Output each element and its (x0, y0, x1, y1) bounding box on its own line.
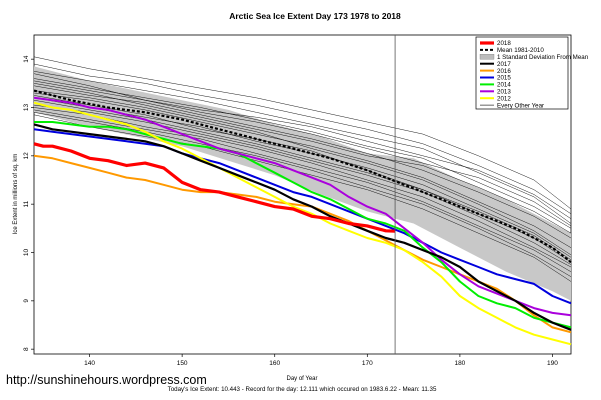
y-axis-label: Ice Extent in millions of sq. km (13, 154, 19, 235)
series-line-2013 (33, 96, 572, 317)
other-year-line (33, 95, 572, 260)
other-year-line (33, 85, 572, 239)
series-line-2018 (33, 142, 396, 233)
site-url: http://sunshinehours.wordpress.com (6, 373, 207, 387)
other-year-line (33, 63, 572, 214)
y-tick-label: 8 (23, 347, 30, 351)
series-line-mean-1981-2010 (33, 89, 572, 264)
legend-item: 2014 (480, 82, 511, 89)
legend-label: 2014 (497, 82, 511, 89)
y-tick-label: 13 (23, 104, 30, 112)
x-tick-label: 150 (177, 360, 188, 367)
y-tick-label: 11 (23, 200, 30, 207)
chart-title: Arctic Sea Ice Extent Day 173 1978 to 20… (229, 11, 401, 21)
legend-label: 2013 (497, 89, 511, 96)
legend-label: Mean 1981-2010 (497, 47, 544, 54)
x-tick-label: 160 (269, 360, 280, 367)
series-line-2014 (34, 121, 572, 329)
other-year-line (33, 80, 572, 227)
other-year-line (33, 71, 572, 224)
x-tick-label: 190 (547, 360, 558, 367)
y-tick-label: 14 (23, 55, 30, 63)
y-tick-label: 10 (23, 249, 30, 257)
other-year-line (33, 109, 572, 272)
x-tick-label: 140 (84, 360, 95, 367)
legend-label: 1 Standard Deviation From Mean (497, 54, 589, 61)
other-year-line (33, 92, 572, 248)
legend-label: 2016 (497, 68, 511, 75)
legend-item: Every Other Year (480, 102, 544, 109)
footer-summary: Today's Ice Extent: 10.443 - Record for … (168, 386, 437, 393)
other-year-line (33, 107, 572, 268)
legend-label: 2017 (497, 61, 511, 68)
legend-item: 2017 (480, 61, 511, 68)
x-tick-label: 180 (454, 360, 465, 367)
legend-label: 2015 (497, 75, 511, 82)
legend-label: 2012 (497, 95, 511, 102)
legend-item: 2012 (480, 95, 511, 102)
legend-swatch (479, 54, 495, 60)
legend-item: 2016 (480, 68, 511, 75)
y-tick-label: 12 (23, 152, 30, 160)
legend-item: Mean 1981-2010 (480, 47, 544, 54)
other-year-line (33, 73, 572, 219)
y-tick-label: 9 (23, 299, 30, 303)
legend-label: Every Other Year (497, 102, 544, 109)
std-dev-band (34, 66, 571, 301)
legend-item: 2015 (480, 75, 511, 82)
series-line-2012 (33, 101, 572, 346)
other-year-line (33, 104, 572, 265)
other-year-line (33, 90, 572, 256)
other-year-line (33, 78, 572, 229)
series-line-2017 (33, 123, 572, 331)
legend-item: 1 Standard Deviation From Mean (479, 54, 589, 61)
other-year-line (33, 56, 572, 210)
legend-label: 2018 (497, 40, 511, 47)
other-year-line (33, 83, 572, 234)
x-axis-label: Day of Year (286, 376, 317, 382)
legend-item: 2018 (480, 40, 511, 47)
x-tick-label: 170 (362, 360, 373, 367)
legend-item: 2013 (480, 89, 511, 96)
other-year-line (33, 114, 572, 282)
series-line-2015 (33, 128, 572, 305)
